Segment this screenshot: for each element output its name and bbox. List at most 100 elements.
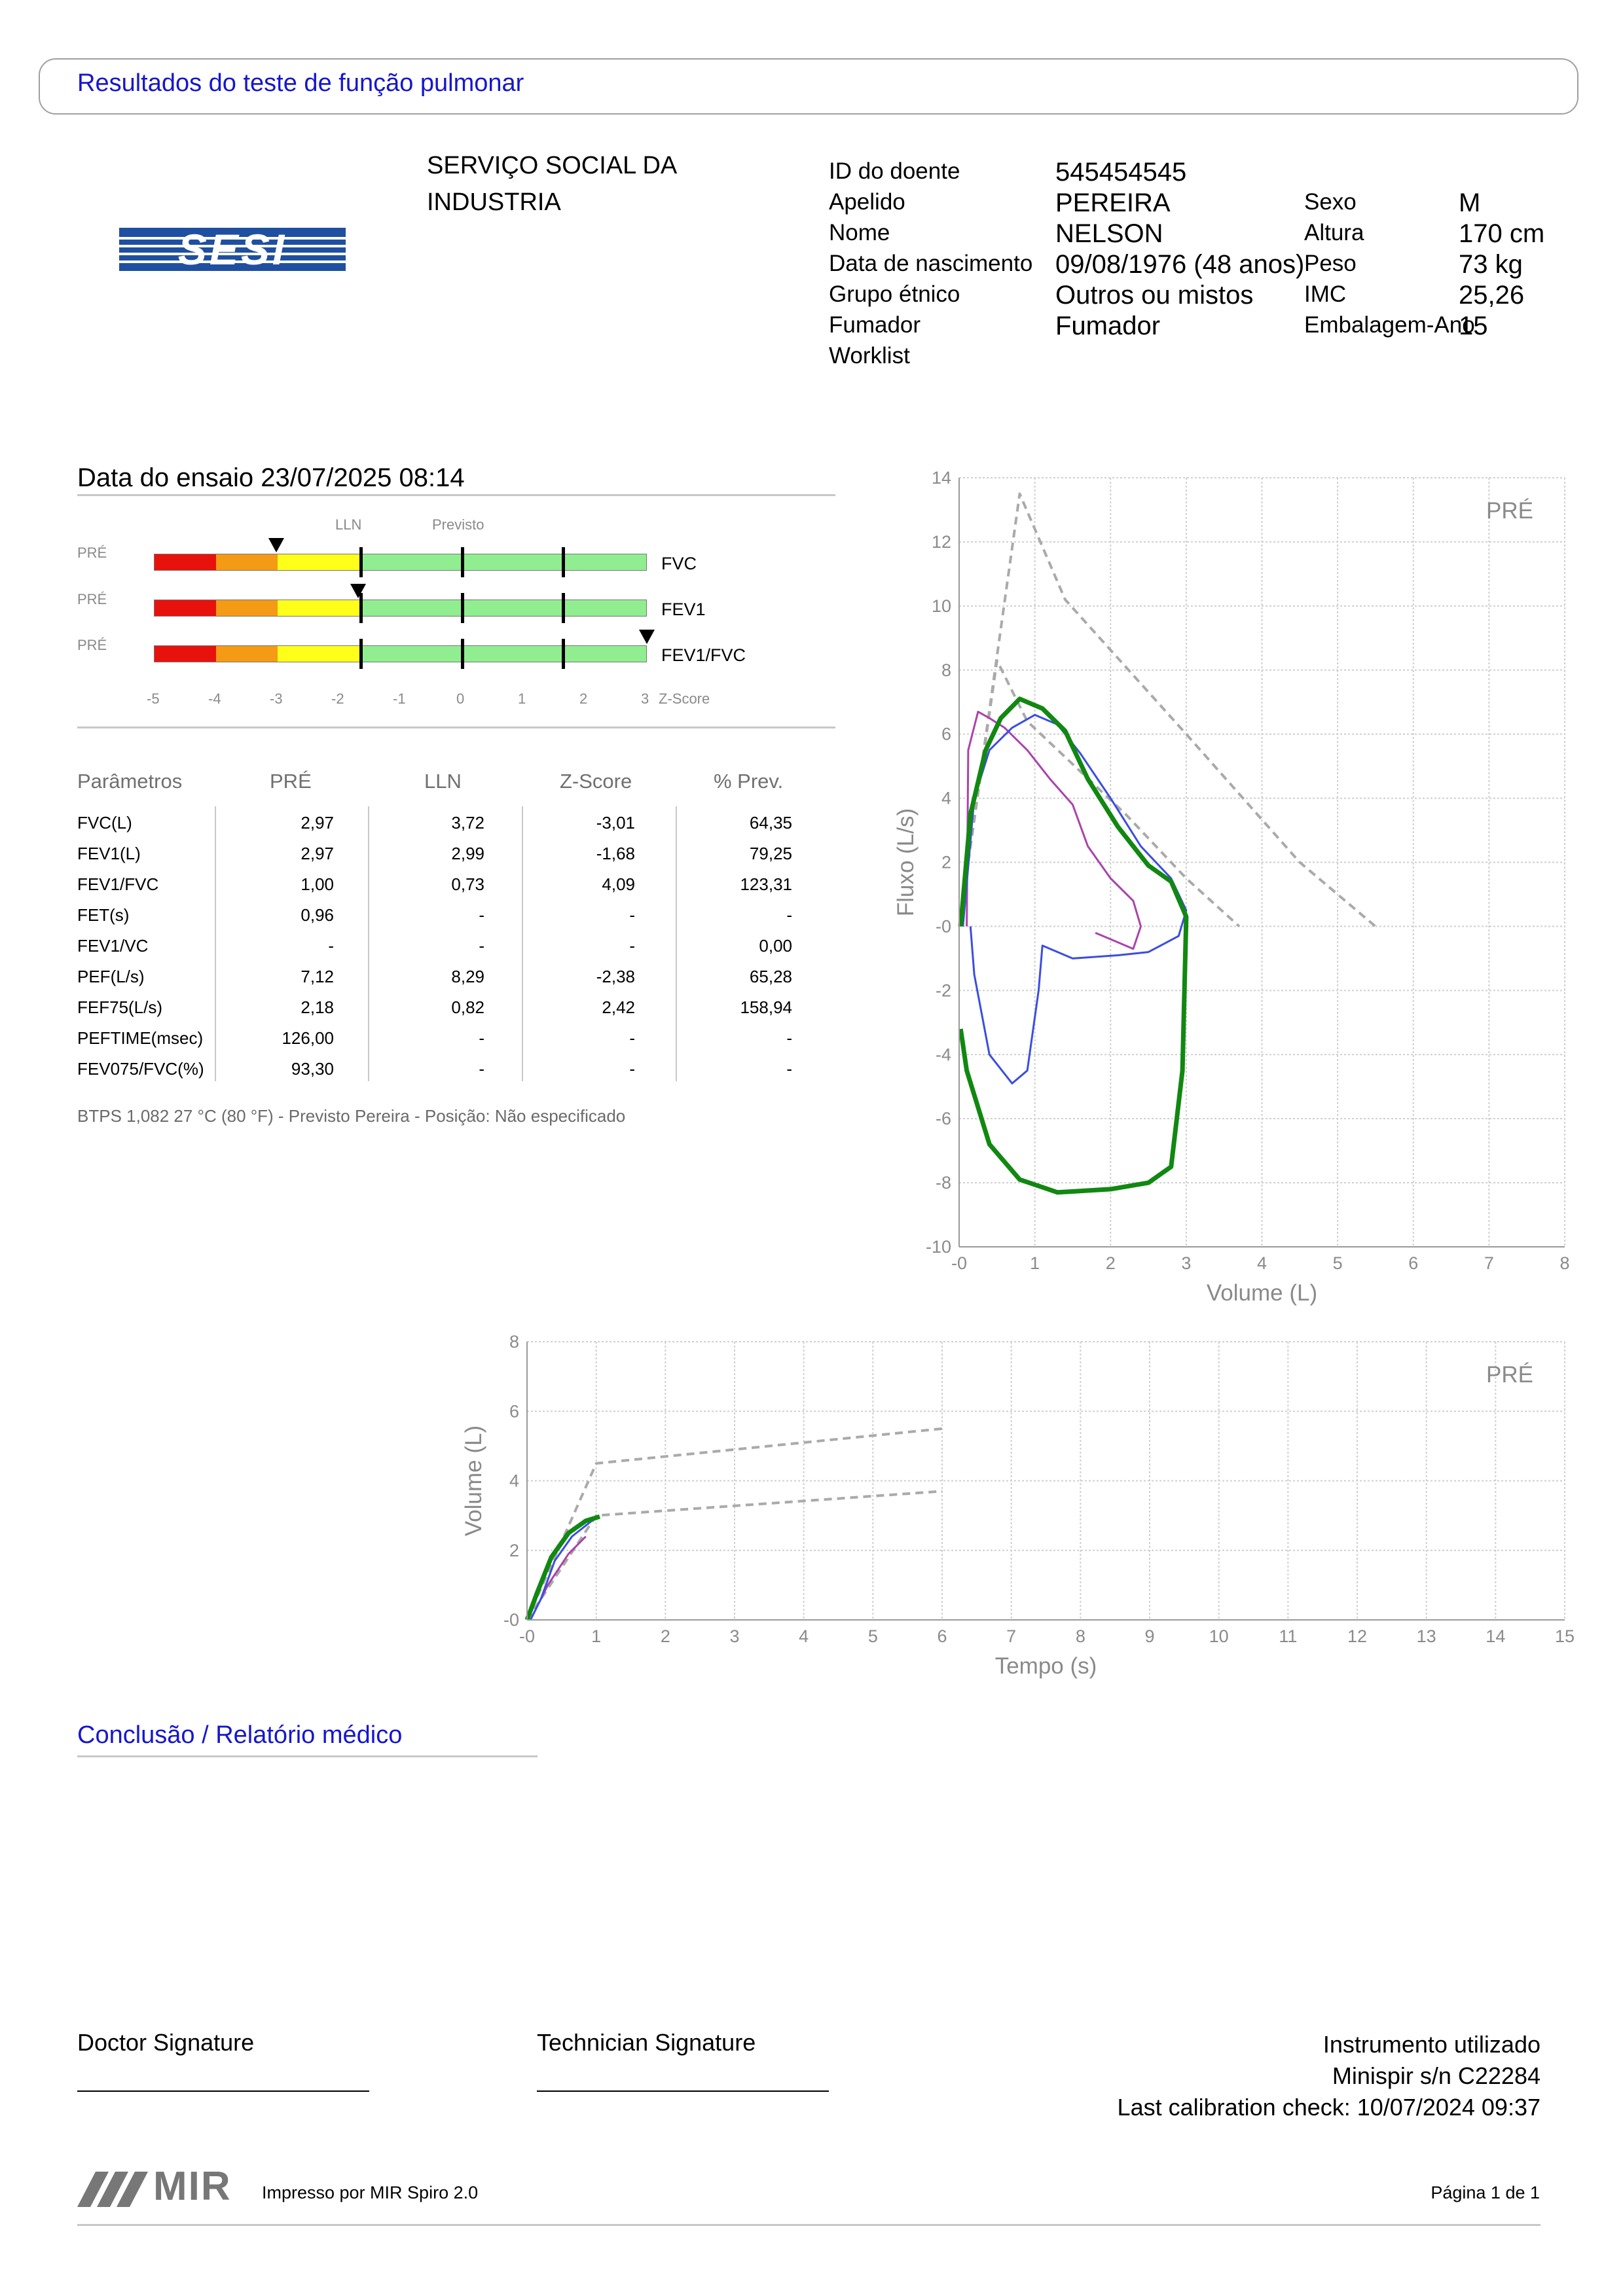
table-cell-lln-value: 8,29 — [451, 967, 484, 986]
x-tick-label: 5 — [1333, 1253, 1343, 1273]
zscore-band-red — [155, 554, 216, 570]
column-divider — [522, 806, 523, 1081]
label-ethnic-group: Grupo étnico — [829, 281, 960, 307]
zrow-name-fvc: FVC — [661, 554, 697, 573]
volume-time-y-axis-label: Volume (L) — [461, 1426, 486, 1536]
x-tick-label: 7 — [1006, 1626, 1016, 1646]
table-cell-percent-pred-value: 64,35 — [749, 813, 792, 833]
column-divider — [676, 806, 677, 1081]
x-tick-label: 1 — [1030, 1253, 1040, 1273]
table-cell-param-name: FEV1/VC — [77, 936, 149, 956]
label-name: Nome — [829, 220, 890, 245]
zscore-marker — [350, 584, 367, 598]
conclusion-heading: Conclusão / Relatório médico — [77, 1721, 403, 1749]
label-height: Altura — [1304, 220, 1364, 245]
zscore-bar — [154, 554, 647, 571]
x-tick-label: 4 — [1257, 1253, 1267, 1273]
y-tick-label: -0 — [936, 916, 951, 936]
y-tick-label: -4 — [936, 1045, 951, 1064]
y-tick-label: 8 — [941, 660, 951, 680]
y-tick-label: -6 — [936, 1109, 951, 1128]
value-height: 170 cm — [1459, 219, 1545, 248]
mir-logo-mark — [77, 2171, 148, 2207]
trial-curve — [962, 713, 1188, 1085]
flow-volume-legend: PRÉ — [1486, 498, 1533, 524]
value-patient-id: 545454545 — [1055, 158, 1187, 187]
zscore-reference-tick — [359, 593, 363, 623]
zscore-bar — [154, 645, 647, 662]
table-cell-percent-pred-value: 0,00 — [759, 936, 792, 956]
technician-signature-label: Technician Signature — [537, 2029, 756, 2056]
instrument-info: Instrumento utilizado Minispir s/n C2228… — [982, 2029, 1541, 2123]
table-cell-lln-value: 3,72 — [451, 813, 484, 833]
footer-divider — [77, 2224, 1541, 2226]
z-tick-label: -2 — [331, 691, 344, 707]
table-cell-percent-pred-value: 79,25 — [749, 844, 792, 863]
y-tick-label: 12 — [932, 532, 951, 552]
predicted-curve — [526, 1427, 943, 1621]
divider — [77, 494, 835, 496]
table-cell-pre-value: 2,97 — [301, 844, 334, 863]
x-tick-label: -0 — [951, 1253, 967, 1273]
y-tick-label: 8 — [509, 1335, 519, 1352]
zscore-band-red — [155, 646, 216, 662]
patient-right-labels: Sexo Altura Peso IMC Embalagem-Ano — [1304, 187, 1475, 340]
zrow-name-fev1fvc: FEV1/FVC — [661, 645, 746, 665]
z-tick-label: -3 — [270, 691, 283, 707]
table-cell-zscore-value: - — [629, 905, 635, 925]
x-tick-label: -0 — [519, 1626, 535, 1646]
x-tick-label: 10 — [1209, 1626, 1229, 1646]
value-birth-date: 09/08/1976 (48 anos) — [1055, 250, 1305, 279]
best-curve — [958, 696, 1189, 1195]
y-tick-label: -2 — [936, 980, 951, 1000]
zscore-reference-tick — [359, 639, 363, 669]
table-cell-percent-pred-value: - — [786, 1028, 792, 1048]
table-cell-percent-pred-value: 65,28 — [749, 967, 792, 986]
z-tick-label: 2 — [579, 691, 588, 707]
logo-text: SESI — [177, 228, 287, 271]
zscore-reference-tick — [561, 639, 565, 669]
x-tick-label: 14 — [1486, 1626, 1505, 1646]
z-tick-label: -4 — [208, 691, 221, 707]
table-cell-pre-value: - — [328, 936, 334, 956]
table-cell-param-name: FET(s) — [77, 905, 130, 925]
technician-signature-line — [537, 2090, 829, 2092]
zrow-tag-fvc: PRÉ — [77, 545, 107, 561]
table-cell-lln-value: 0,73 — [451, 874, 484, 894]
table-cell-zscore-value: 2,42 — [602, 997, 635, 1017]
zscore-reference-tick — [359, 547, 363, 577]
table-cell-pre-value: 7,12 — [301, 967, 334, 986]
mir-logo-text: MIR — [153, 2164, 232, 2209]
table-cell-lln-value: 0,82 — [451, 997, 484, 1017]
table-cell-lln-value: - — [479, 936, 484, 956]
value-sex: M — [1459, 188, 1481, 217]
x-tick-label: 3 — [1181, 1253, 1191, 1273]
column-divider — [215, 806, 216, 1081]
instrument-title: Instrumento utilizado — [1322, 2031, 1541, 2058]
x-tick-label: 11 — [1279, 1626, 1297, 1646]
table-cell-pre-value: 2,18 — [301, 997, 334, 1017]
divider — [77, 726, 835, 728]
table-cell-zscore-value: 4,09 — [602, 874, 635, 894]
table-cell-percent-pred-value: 158,94 — [740, 997, 792, 1017]
table-cell-lln-value: 2,99 — [451, 844, 484, 863]
zscore-reference-tick — [460, 639, 464, 669]
organization-line-2: INDUSTRIA — [427, 188, 561, 216]
table-cell-zscore-value: - — [629, 1028, 635, 1048]
x-tick-label: 13 — [1417, 1626, 1436, 1646]
table-cell-param-name: PEFTIME(msec) — [77, 1028, 204, 1048]
z-axis-label: Z-Score — [659, 691, 710, 707]
y-tick-label: 4 — [941, 789, 951, 808]
organization-line-1: SERVIÇO SOCIAL DA — [427, 152, 678, 179]
trial-curve — [966, 710, 1142, 950]
y-tick-label: -8 — [936, 1173, 951, 1193]
patient-values: 545454545 PEREIRA NELSON 09/08/1976 (48 … — [1055, 157, 1304, 342]
z-tick-label: -5 — [147, 691, 160, 707]
zscore-band-red — [155, 600, 216, 616]
y-tick-label: 4 — [509, 1471, 519, 1491]
zscore-reference-tick — [561, 547, 565, 577]
table-cell-zscore-value: - — [629, 936, 635, 956]
label-surname: Apelido — [829, 189, 905, 215]
lln-label: LLN — [335, 516, 362, 533]
